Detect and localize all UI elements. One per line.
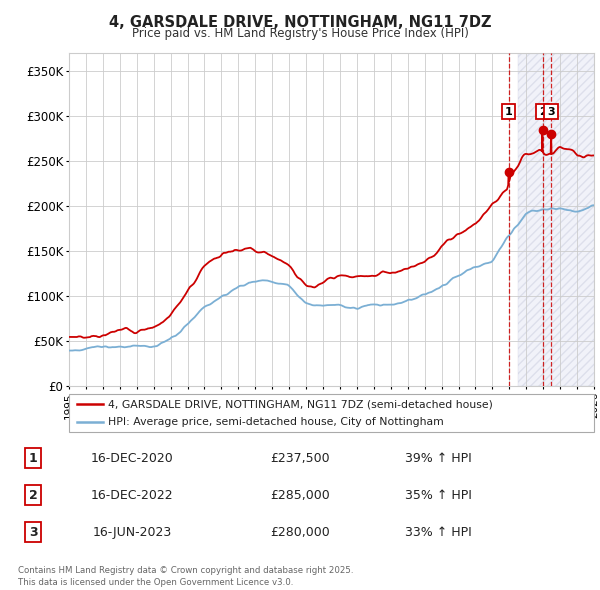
Bar — [518, 53, 600, 386]
Text: 1: 1 — [505, 107, 512, 117]
Text: HPI: Average price, semi-detached house, City of Nottingham: HPI: Average price, semi-detached house,… — [109, 417, 444, 427]
Text: £280,000: £280,000 — [270, 526, 330, 539]
Text: 3: 3 — [29, 526, 37, 539]
Text: 1: 1 — [29, 451, 37, 465]
Text: 33% ↑ HPI: 33% ↑ HPI — [404, 526, 472, 539]
FancyBboxPatch shape — [69, 394, 594, 432]
Text: £237,500: £237,500 — [270, 451, 330, 465]
Text: 35% ↑ HPI: 35% ↑ HPI — [404, 489, 472, 502]
Text: 4, GARSDALE DRIVE, NOTTINGHAM, NG11 7DZ (semi-detached house): 4, GARSDALE DRIVE, NOTTINGHAM, NG11 7DZ … — [109, 399, 493, 409]
Text: 39% ↑ HPI: 39% ↑ HPI — [404, 451, 472, 465]
Text: 16-JUN-2023: 16-JUN-2023 — [92, 526, 172, 539]
Text: 3: 3 — [547, 107, 555, 117]
Bar — [518, 53, 600, 386]
Text: 16-DEC-2022: 16-DEC-2022 — [91, 489, 173, 502]
Text: £285,000: £285,000 — [270, 489, 330, 502]
Text: 2: 2 — [29, 489, 37, 502]
Text: 16-DEC-2020: 16-DEC-2020 — [91, 451, 173, 465]
Text: Price paid vs. HM Land Registry's House Price Index (HPI): Price paid vs. HM Land Registry's House … — [131, 27, 469, 40]
Text: 2: 2 — [539, 107, 547, 117]
Text: 4, GARSDALE DRIVE, NOTTINGHAM, NG11 7DZ: 4, GARSDALE DRIVE, NOTTINGHAM, NG11 7DZ — [109, 15, 491, 30]
Text: Contains HM Land Registry data © Crown copyright and database right 2025.
This d: Contains HM Land Registry data © Crown c… — [18, 566, 353, 587]
